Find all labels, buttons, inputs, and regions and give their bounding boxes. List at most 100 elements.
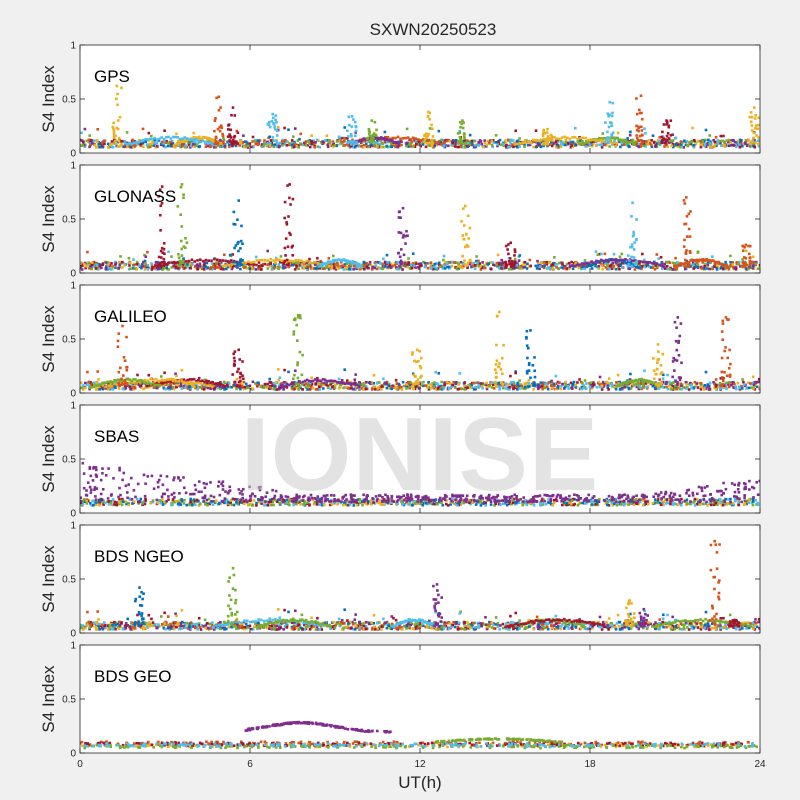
data-point xyxy=(427,132,430,136)
data-point xyxy=(433,265,436,269)
data-point xyxy=(555,145,558,149)
data-point xyxy=(247,260,250,263)
data-point xyxy=(674,136,678,140)
data-point xyxy=(630,215,633,218)
data-point xyxy=(546,137,550,141)
data-point xyxy=(683,265,687,268)
data-point xyxy=(340,140,343,144)
data-point xyxy=(604,266,608,269)
data-point xyxy=(375,139,379,142)
data-point xyxy=(479,268,483,271)
data-point xyxy=(92,260,96,264)
data-point xyxy=(263,139,266,142)
data-point xyxy=(719,377,723,380)
data-point xyxy=(456,145,460,149)
data-point xyxy=(502,144,505,147)
data-point xyxy=(354,131,357,134)
data-point xyxy=(689,381,692,385)
data-point xyxy=(144,138,147,141)
data-point xyxy=(287,265,291,269)
data-point xyxy=(254,142,258,146)
data-point xyxy=(100,144,104,148)
data-point xyxy=(603,137,607,140)
data-point xyxy=(300,263,304,266)
data-point xyxy=(204,258,208,262)
data-point xyxy=(468,226,472,230)
data-point xyxy=(531,138,535,142)
data-point xyxy=(693,265,696,269)
data-point xyxy=(592,138,595,142)
data-point xyxy=(486,139,490,143)
data-point xyxy=(443,385,446,389)
data-point xyxy=(623,140,627,144)
data-point xyxy=(288,183,291,186)
data-point xyxy=(622,139,625,143)
data-point xyxy=(308,139,311,142)
data-point xyxy=(244,144,248,148)
data-point xyxy=(537,383,540,387)
data-point xyxy=(494,134,498,137)
data-point xyxy=(706,143,709,146)
data-point xyxy=(151,137,154,141)
data-point xyxy=(514,129,517,133)
data-point xyxy=(117,145,121,148)
data-point xyxy=(550,386,554,390)
data-point xyxy=(298,263,302,267)
data-point xyxy=(758,386,760,389)
data-point xyxy=(615,136,618,140)
data-point xyxy=(269,262,272,265)
data-point xyxy=(175,374,178,378)
data-point xyxy=(280,140,284,143)
data-point xyxy=(133,387,137,390)
data-point xyxy=(651,384,655,388)
data-point xyxy=(132,145,135,149)
data-point xyxy=(227,124,230,127)
data-point xyxy=(339,266,343,270)
data-point xyxy=(321,140,324,143)
data-point xyxy=(406,234,409,237)
data-point xyxy=(114,134,117,138)
data-point xyxy=(196,266,200,269)
data-point xyxy=(669,134,673,137)
data-point xyxy=(482,145,485,149)
data-point xyxy=(231,373,234,376)
data-point xyxy=(580,264,584,267)
data-point xyxy=(560,261,564,265)
data-point xyxy=(346,141,349,144)
data-point xyxy=(228,253,232,257)
data-point xyxy=(338,137,341,140)
data-point xyxy=(696,261,699,264)
plot-area xyxy=(80,165,760,273)
data-point xyxy=(120,142,123,146)
data-point xyxy=(606,383,609,387)
data-point xyxy=(367,129,371,133)
data-point xyxy=(362,260,366,264)
data-point xyxy=(699,382,702,385)
data-point xyxy=(260,268,263,271)
data-point xyxy=(696,251,700,254)
data-point xyxy=(379,139,383,143)
data-point xyxy=(399,261,402,264)
data-point xyxy=(290,246,294,249)
data-point xyxy=(159,249,163,253)
data-point xyxy=(263,259,267,262)
data-point xyxy=(620,266,624,269)
data-point xyxy=(474,386,477,389)
data-point xyxy=(231,106,235,109)
data-point xyxy=(80,131,83,135)
data-point xyxy=(496,141,500,145)
data-point xyxy=(332,262,336,265)
data-point xyxy=(96,382,99,386)
data-point xyxy=(217,109,221,112)
data-point xyxy=(447,265,451,269)
data-point xyxy=(213,257,216,261)
data-point xyxy=(552,382,556,386)
data-point xyxy=(351,140,354,143)
data-point xyxy=(316,138,319,142)
data-point xyxy=(123,263,126,267)
data-point xyxy=(661,377,665,380)
data-point xyxy=(684,222,688,226)
data-point xyxy=(352,139,356,143)
data-point xyxy=(635,142,638,146)
data-point xyxy=(450,143,453,146)
